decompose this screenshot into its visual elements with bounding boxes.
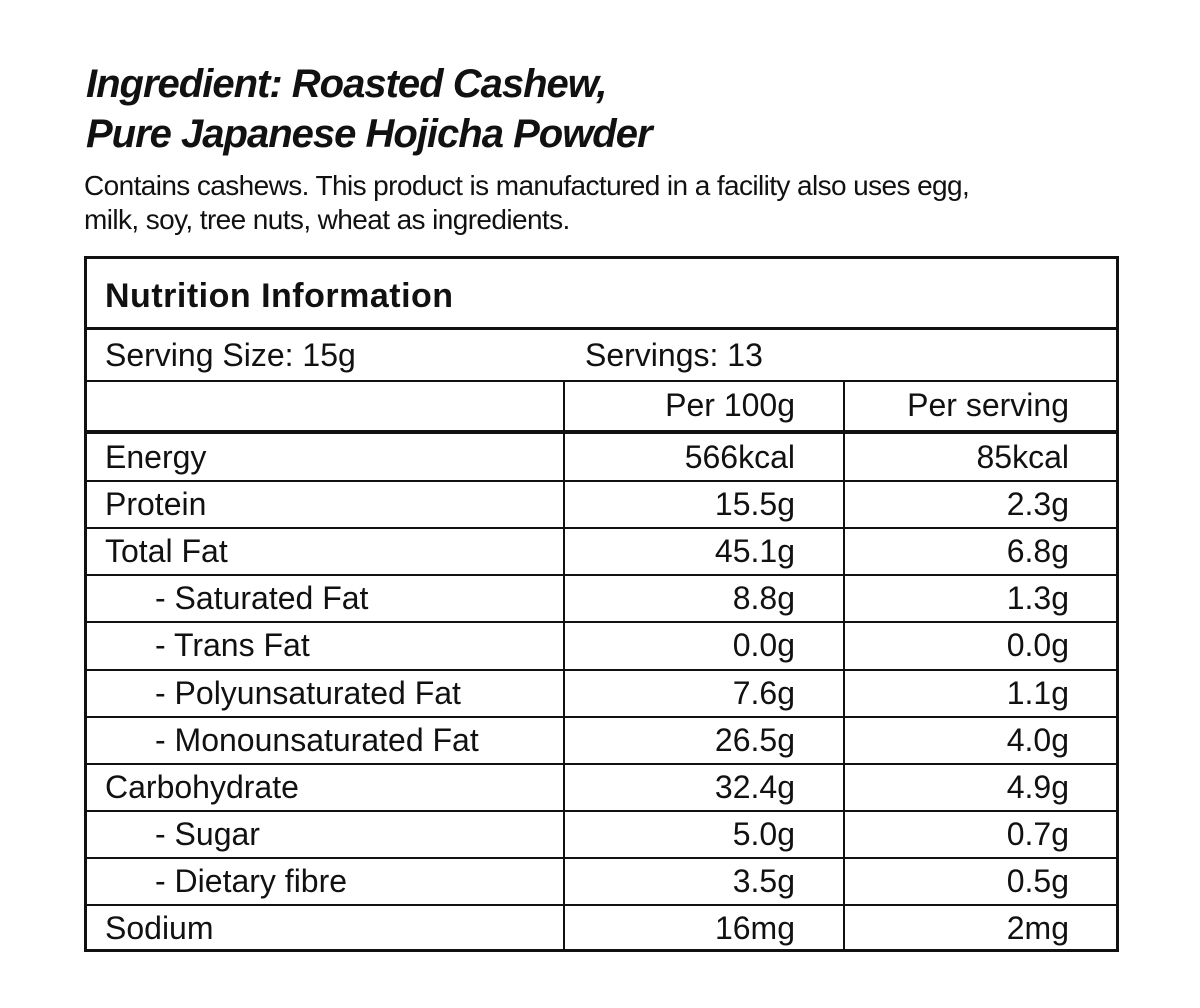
per-serving: 0.5g	[1006, 862, 1069, 899]
per-serving: 0.0g	[1006, 627, 1069, 664]
per-100g: 5.0g	[732, 815, 795, 852]
servings: Servings: 13	[585, 337, 763, 373]
nutrient-name: Carbohydrate	[105, 768, 299, 805]
rule	[87, 480, 1116, 483]
rule	[87, 327, 1116, 330]
nutrient-name: - Polyunsaturated Fat	[155, 674, 461, 711]
rule	[87, 904, 1116, 906]
per-100g: 3.5g	[732, 862, 795, 899]
per-100g: 566kcal	[684, 439, 795, 475]
nutrient-name: Total Fat	[105, 533, 228, 570]
title-line: Pure Japanese Hojicha Powder	[86, 112, 653, 156]
nutrient-name: Sodium	[105, 910, 214, 946]
nutrient-name: Energy	[105, 439, 207, 475]
nutrient-name: Protein	[105, 486, 207, 523]
rule	[87, 621, 1116, 624]
rule	[87, 715, 1116, 718]
nutrition-table: Nutrition Information Serving Size: 15g …	[84, 256, 1119, 952]
nutrient-name: - Trans Fat	[155, 627, 310, 664]
per-serving: 2.3g	[1006, 486, 1069, 523]
allergen-line: milk, soy, tree nuts, wheat as ingredien…	[84, 204, 570, 235]
serving-size: Serving Size: 15g	[105, 337, 356, 373]
per-100g: 8.8g	[732, 580, 795, 617]
nutrient-name: - Sugar	[155, 815, 260, 852]
per-100g: 32.4g	[714, 768, 795, 805]
allergen-line: Contains cashews. This product is manufa…	[84, 170, 970, 201]
per-serving: 4.9g	[1006, 768, 1069, 805]
title-line: Ingredient: Roasted Cashew,	[86, 62, 607, 106]
column-rule	[843, 382, 845, 949]
per-serving: 6.8g	[1006, 533, 1069, 570]
rule	[87, 762, 1116, 765]
rule	[87, 856, 1116, 859]
rule	[87, 668, 1116, 671]
per-100g: 0.0g	[732, 627, 795, 664]
nutrient-name: - Monounsaturated Fat	[155, 721, 479, 758]
per-100g: 45.1g	[714, 533, 795, 570]
nutrient-name: - Dietary fibre	[155, 862, 348, 899]
per-100g: 26.5g	[714, 721, 795, 758]
nutrient-name: - Saturated Fat	[155, 580, 369, 617]
rule	[87, 380, 1116, 382]
per-serving: 0.7g	[1006, 815, 1069, 852]
rule	[87, 430, 1116, 434]
column-header: Per serving	[907, 387, 1069, 423]
column-rule	[563, 382, 565, 949]
per-serving: 4.0g	[1006, 721, 1069, 758]
per-100g: 7.6g	[732, 674, 795, 711]
per-serving: 85kcal	[976, 439, 1070, 475]
table-title: Nutrition Information	[105, 277, 454, 315]
per-serving: 1.1g	[1006, 674, 1069, 711]
column-header: Per 100g	[665, 387, 795, 423]
per-100g: 15.5g	[714, 486, 795, 523]
per-100g: 16mg	[714, 910, 795, 946]
per-serving: 1.3g	[1006, 580, 1069, 617]
per-serving: 2mg	[1006, 910, 1069, 946]
rule	[87, 527, 1116, 530]
rule	[87, 809, 1116, 812]
rule	[87, 574, 1116, 577]
